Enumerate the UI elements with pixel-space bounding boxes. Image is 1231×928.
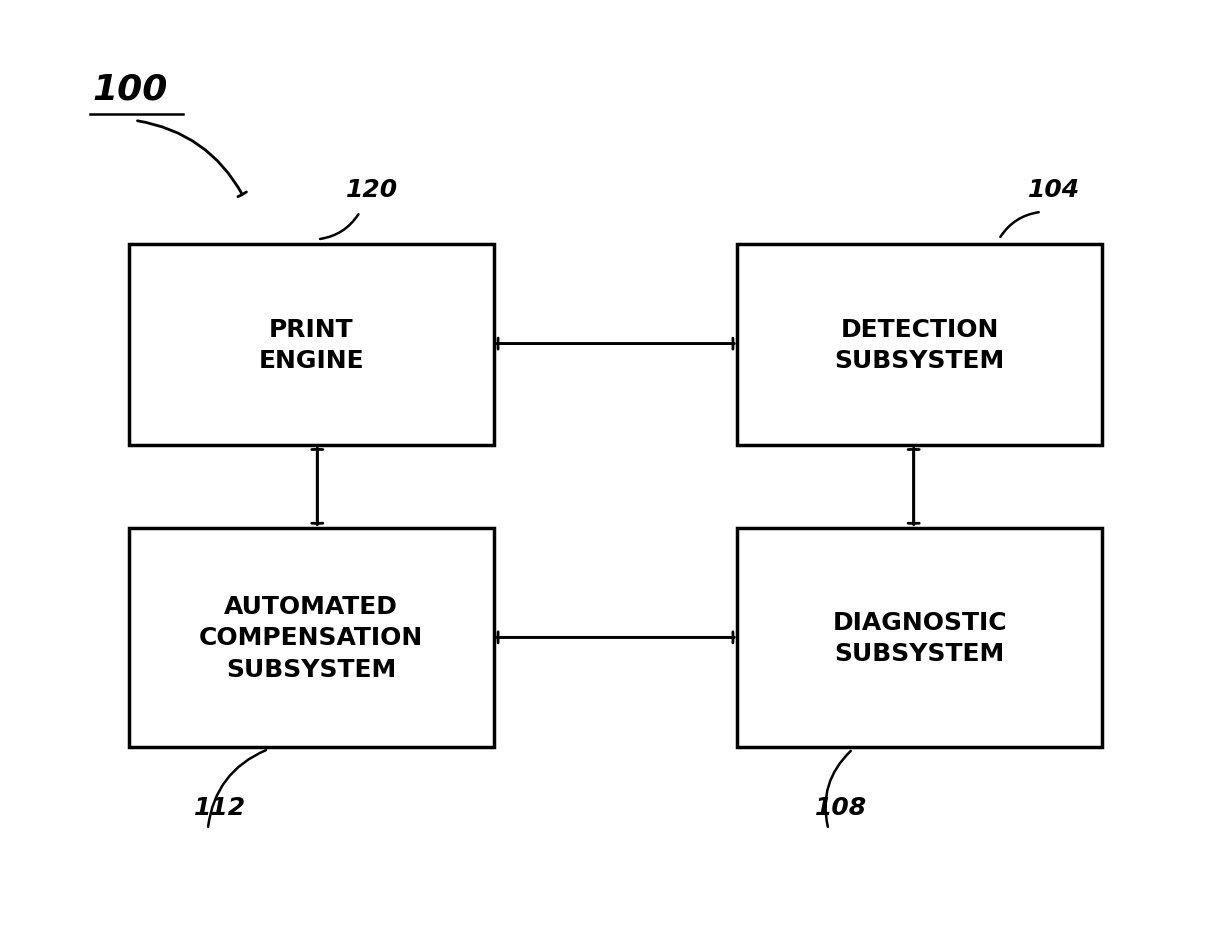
Text: DETECTION
SUBSYSTEM: DETECTION SUBSYSTEM xyxy=(835,317,1004,373)
Text: PRINT
ENGINE: PRINT ENGINE xyxy=(259,317,364,373)
Text: AUTOMATED
COMPENSATION
SUBSYSTEM: AUTOMATED COMPENSATION SUBSYSTEM xyxy=(199,594,423,681)
Bar xyxy=(129,528,494,747)
Text: DIAGNOSTIC
SUBSYSTEM: DIAGNOSTIC SUBSYSTEM xyxy=(832,610,1007,665)
Text: 100: 100 xyxy=(92,72,167,106)
Text: 108: 108 xyxy=(815,794,867,818)
Bar xyxy=(737,528,1102,747)
Text: 112: 112 xyxy=(193,794,246,818)
Text: 104: 104 xyxy=(1028,178,1080,201)
Text: 120: 120 xyxy=(346,178,398,201)
Bar xyxy=(129,245,494,445)
Bar xyxy=(737,245,1102,445)
